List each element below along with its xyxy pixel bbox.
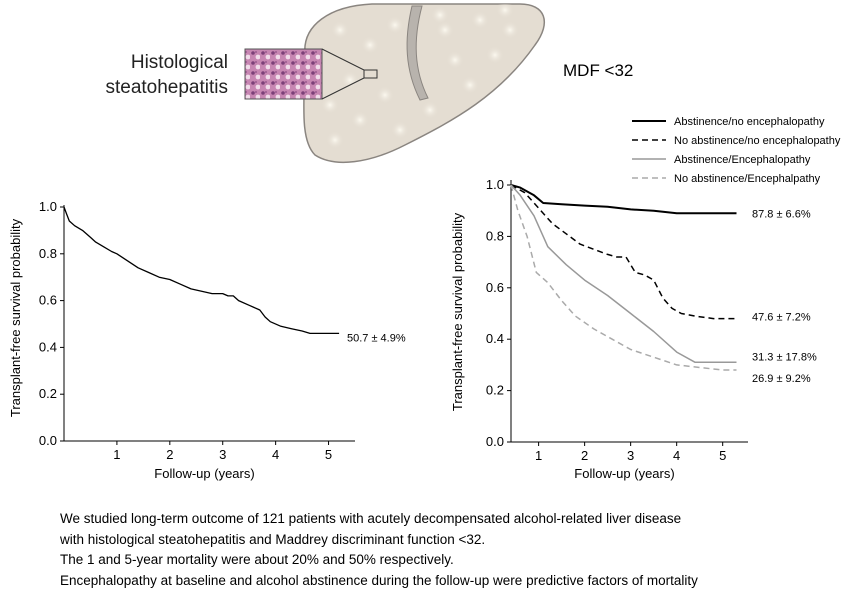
x-tick-label: 3 (219, 447, 226, 462)
end-value-label-3: 31.3 ± 17.8% (752, 351, 817, 363)
caption-line-2: with histological steatohepatitis and Ma… (60, 531, 486, 547)
caption: We studied long-term outcome of 121 pati… (60, 509, 860, 591)
legend-label-2: No abstinence/no encephalopathy (674, 135, 841, 147)
zoom-callout (321, 48, 378, 100)
legend-label-3: Abstinence/Encephalopathy (674, 154, 811, 166)
subgroup-survival-chart: 1 2 3 4 5 0.0 0.2 0.4 0.6 0.8 1.0 Follow-up (years)… (450, 177, 817, 481)
end-value-label-4: 26.9 ± 9.2% (752, 373, 811, 385)
y-tick-label: 0.8 (39, 246, 57, 261)
x-axis-label: Follow-up (years) (574, 466, 674, 481)
y-tick-label: 0.4 (486, 331, 504, 346)
liver-illustration: Histological steatohepatitis (105, 3, 545, 164)
survival-curve-4 (510, 184, 737, 371)
y-tick-label: 0.6 (39, 293, 57, 308)
end-value-label-1: 50.7 ± 4.9% (347, 332, 406, 344)
y-tick-label: 0.4 (39, 339, 57, 354)
histology-label-line-2: steatohepatitis (105, 77, 228, 98)
y-tick-label: 0.0 (39, 433, 57, 448)
legend-label-4: No abstinence/Encephalpathy (674, 173, 821, 185)
legend-label-1: Abstinence/no encephalopathy (674, 116, 825, 128)
survival-curve-3 (510, 184, 737, 364)
y-tick-label: 0.0 (486, 434, 504, 449)
y-tick-label: 1.0 (39, 199, 57, 214)
x-tick-label: 2 (581, 448, 588, 463)
x-tick-label: 4 (673, 448, 680, 463)
x-tick-label: 2 (166, 447, 173, 462)
x-tick-label: 1 (113, 447, 120, 462)
histology-micrograph-icon (244, 48, 323, 100)
caption-line-1: We studied long-term outcome of 121 pati… (60, 511, 682, 526)
chart-legend: Abstinence/no encephalopathy No abstinenc… (632, 116, 841, 185)
histology-label-line-1: Histological (131, 52, 228, 73)
y-tick-label: 0.2 (39, 386, 57, 401)
liver-icon (303, 3, 545, 164)
y-tick-label: 0.8 (486, 228, 504, 243)
x-tick-label: 5 (719, 448, 726, 463)
y-tick-label: 1.0 (486, 177, 504, 192)
caption-line-3: The 1 and 5-year mortality were about 20… (60, 552, 454, 567)
survival-curve-1 (63, 206, 340, 335)
caption-line-4: Encephalopathy at baseline and alcohol a… (60, 572, 698, 588)
survival-curve-2 (510, 184, 737, 320)
x-tick-label: 5 (325, 447, 332, 462)
x-tick-label: 3 (627, 448, 634, 463)
end-value-label-1: 87.8 ± 6.6% (752, 208, 811, 220)
end-value-label-2: 47.6 ± 7.2% (752, 312, 811, 324)
y-tick-label: 0.6 (486, 280, 504, 295)
x-axis-label: Follow-up (years) (154, 466, 254, 481)
y-axis-label: Transplant-free survival probability (450, 212, 465, 411)
x-tick-label: 4 (272, 447, 279, 462)
subgroup-label: MDF <32 (563, 61, 633, 80)
y-axis-label: Transplant-free survival probability (8, 218, 23, 417)
x-tick-label: 1 (535, 448, 542, 463)
survival-curve-1 (510, 184, 737, 215)
overall-survival-chart: 1 2 3 4 5 0.0 0.2 0.4 0.6 0.8 1.0 Follow-up (years)… (8, 199, 406, 481)
y-tick-label: 0.2 (486, 383, 504, 398)
